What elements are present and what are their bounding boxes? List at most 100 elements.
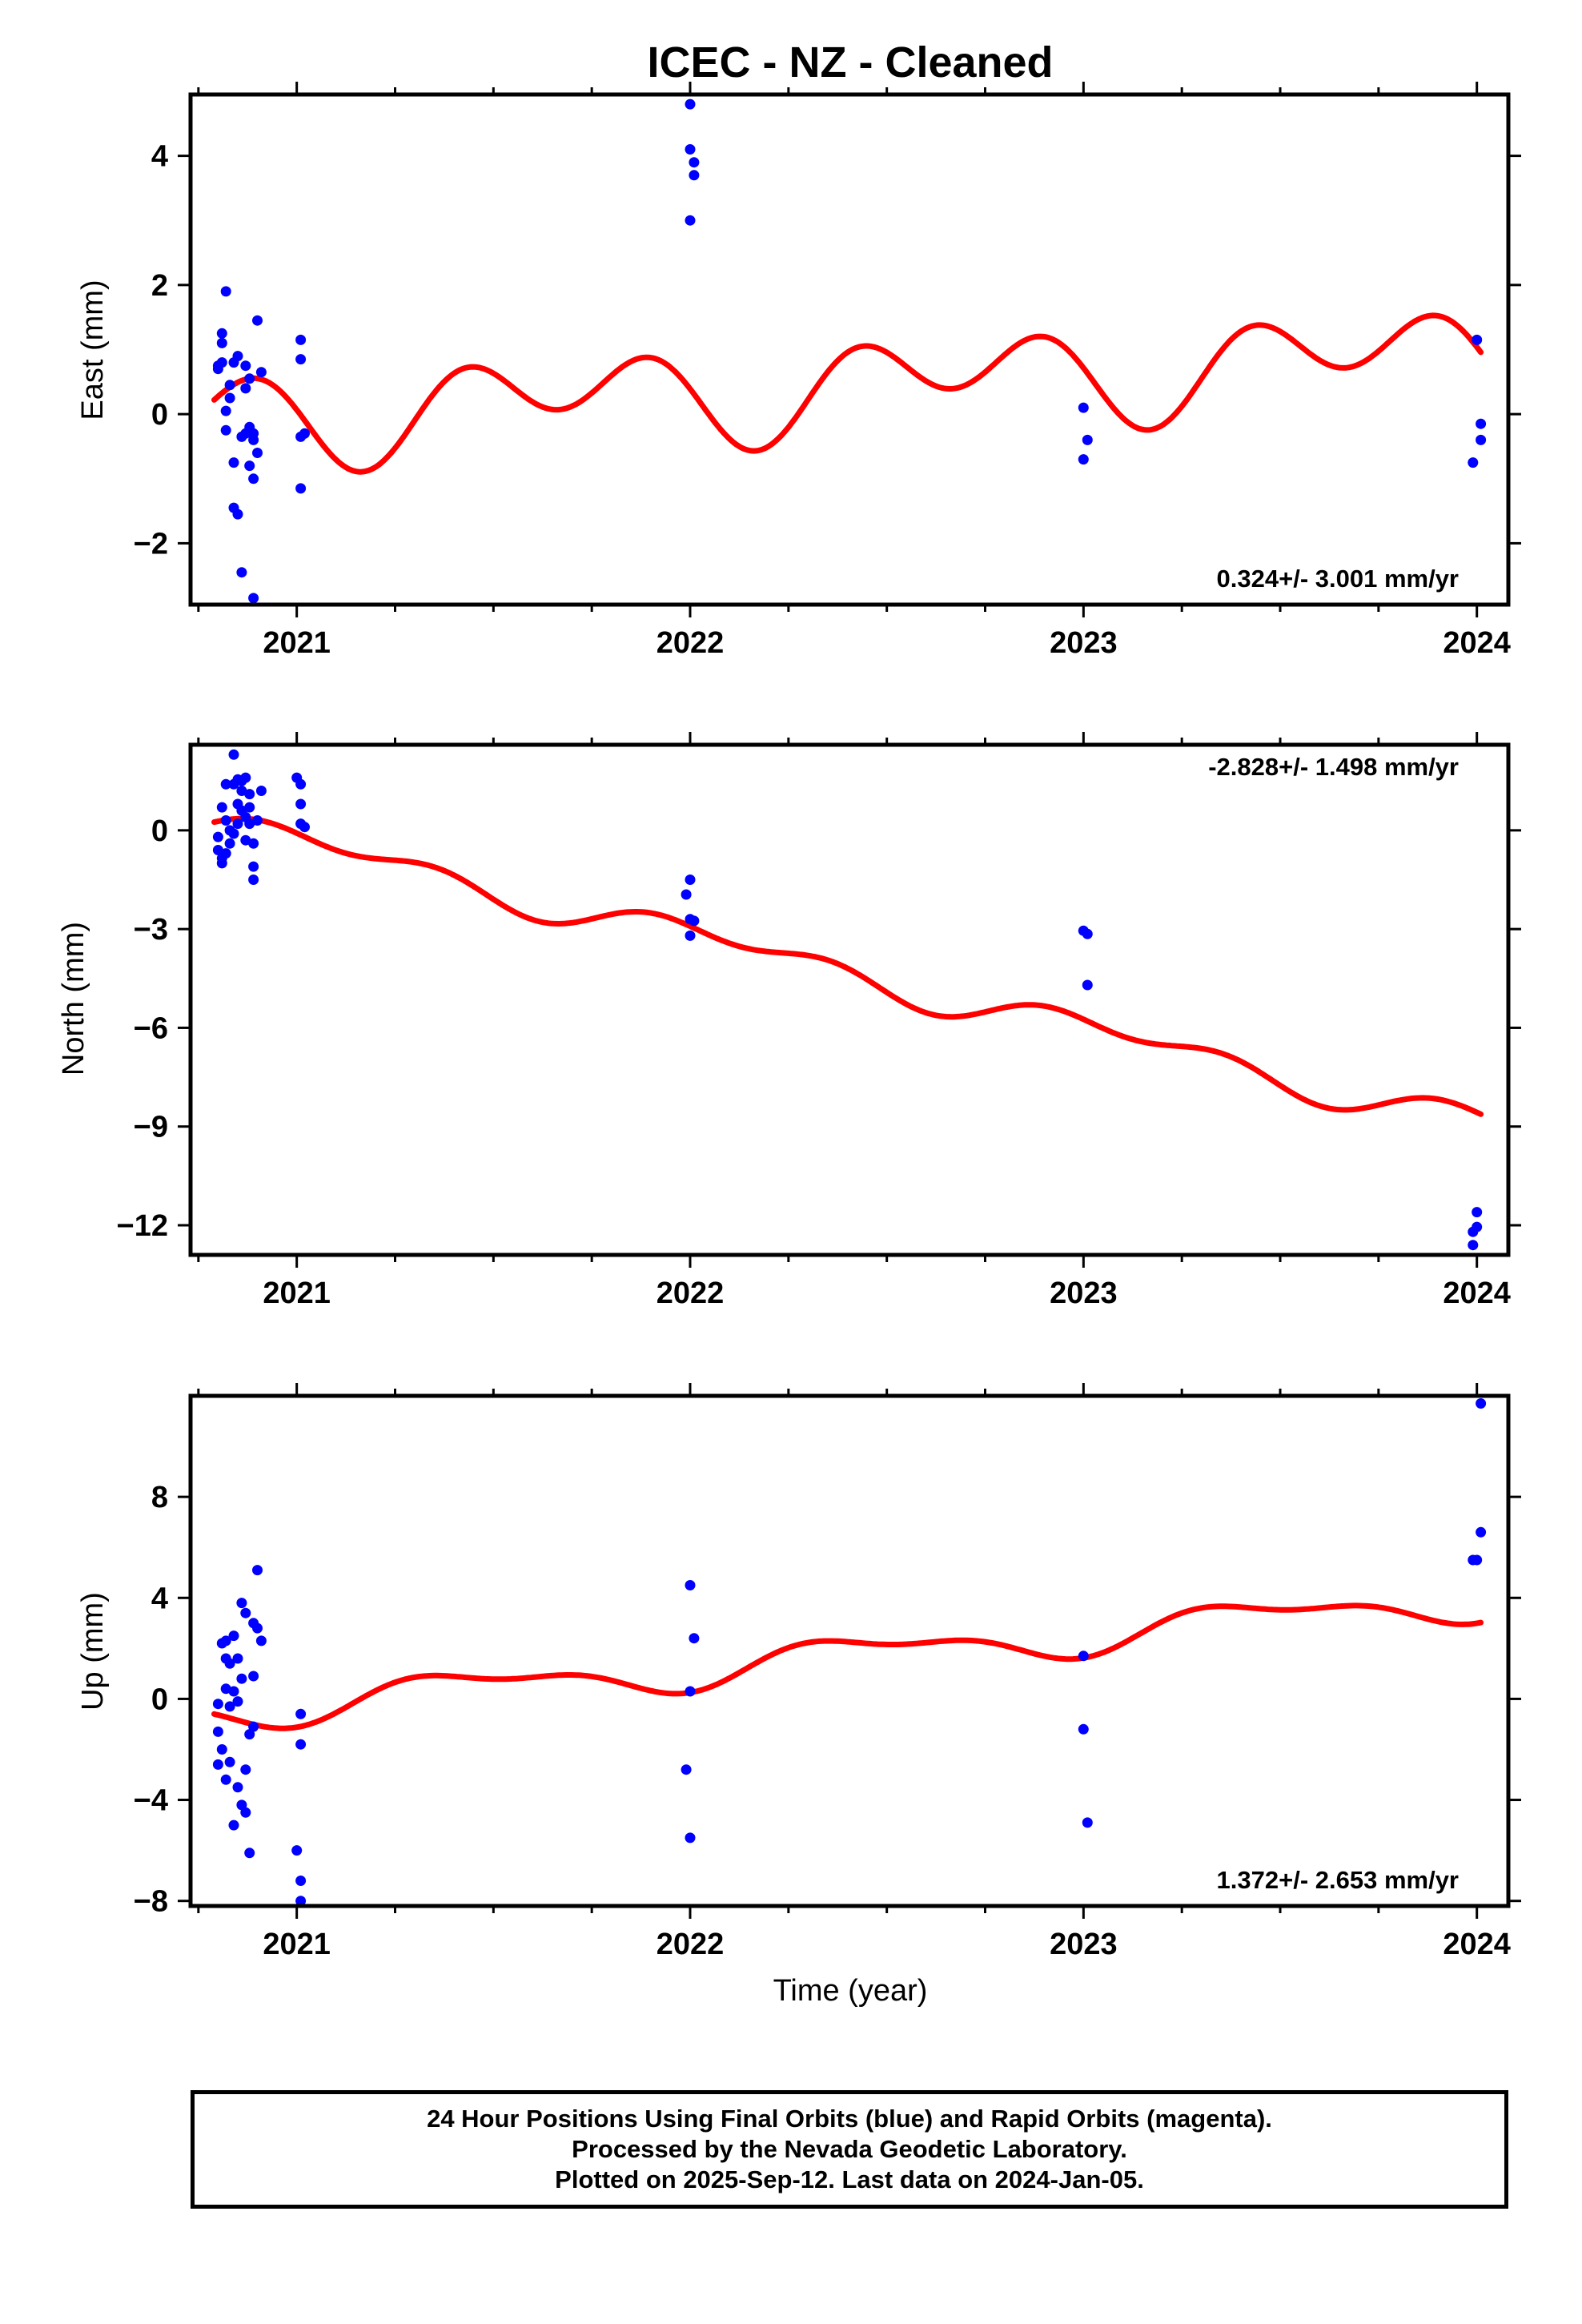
east-data-point [232, 351, 243, 362]
up-y-tick-label: 0 [151, 1683, 168, 1716]
footer-line-processed: Processed by the Nevada Geodetic Laborat… [572, 2135, 1127, 2163]
north-fit-layer [211, 815, 1484, 1117]
east-rate-label: 0.324+/- 3.001 mm/yr [1217, 565, 1459, 593]
north-data-point [232, 818, 243, 830]
north-data-point [689, 915, 700, 927]
east-data-point [1082, 434, 1093, 445]
up-data-point [240, 1764, 251, 1775]
east-data-point [685, 215, 696, 226]
east-data-point [232, 509, 243, 520]
east-data-point [1476, 434, 1487, 445]
footer-line-orbits: 24 Hour Positions Using Final Orbits (bl… [427, 2105, 1272, 2133]
up-y-tick-label: 4 [151, 1582, 168, 1615]
up-data-point [1468, 1554, 1479, 1566]
east-data-point [1078, 454, 1089, 465]
east-y-tick-label: 4 [151, 140, 168, 174]
east-x-tick-label: 2021 [263, 626, 331, 660]
north-data-point [1468, 1240, 1479, 1251]
up-data-point [291, 1845, 303, 1856]
up-data-point [224, 1658, 235, 1669]
up-y-tick-label: −4 [134, 1784, 168, 1818]
east-data-point [220, 286, 231, 297]
east-data-point [689, 170, 700, 181]
east-plot-frame [188, 92, 1511, 607]
east-data-point [1476, 418, 1487, 429]
north-data-point [248, 861, 259, 872]
north-plot-frame [188, 742, 1511, 1257]
up-plot-frame [188, 1393, 1511, 1908]
north-data-point [216, 802, 227, 813]
panel-north: North (mm) 2021 2022 2023 2024 −12 −9 −6 −3 0 -2… [57, 732, 1521, 1310]
north-data-point [236, 786, 247, 796]
north-data-point [244, 789, 255, 800]
north-data-point [224, 838, 235, 849]
up-data-point [1476, 1398, 1487, 1409]
up-data-point [212, 1699, 223, 1710]
up-data-point [1082, 1817, 1093, 1828]
up-data-point [1078, 1651, 1089, 1662]
up-data-point [216, 1744, 227, 1755]
north-y-tick-label: −6 [134, 1011, 168, 1045]
up-data-point [252, 1565, 263, 1576]
up-data-point [685, 1686, 696, 1697]
north-x-tick-label: 2023 [1050, 1277, 1118, 1310]
up-y-tick-label: −8 [134, 1885, 168, 1919]
north-data-point [212, 845, 223, 855]
east-data-point [1472, 334, 1483, 345]
north-x-tick-label: 2021 [263, 1277, 331, 1310]
up-data-point [295, 1739, 307, 1750]
east-data-point [689, 157, 700, 168]
east-fit-layer [211, 312, 1484, 475]
east-data-point [299, 428, 310, 439]
north-y-tick-label: −12 [117, 1209, 168, 1243]
east-data-point [255, 367, 267, 378]
up-x-tick-label: 2024 [1443, 1928, 1511, 1961]
panel-up: Up (mm) 2021 2022 2023 2024 −8 −4 0 4 8 1.372+/-… [76, 1383, 1521, 1961]
east-data-point [248, 428, 259, 439]
east-y-tick-label: 2 [151, 269, 168, 303]
east-data-point [240, 360, 251, 372]
north-x-tick-label: 2022 [656, 1277, 725, 1310]
up-data-point [240, 1607, 251, 1618]
east-data-point [248, 473, 259, 485]
north-data-point [295, 778, 307, 790]
east-data-point [295, 483, 307, 494]
north-x-tick-label: 2024 [1443, 1277, 1511, 1310]
east-x-tick-label: 2023 [1050, 626, 1118, 660]
up-data-point [236, 1598, 247, 1609]
up-data-point [236, 1673, 247, 1684]
up-data-point [685, 1580, 696, 1590]
east-data-point [252, 315, 263, 326]
footer-box: 24 Hour Positions Using Final Orbits (bl… [191, 2090, 1508, 2209]
east-data-point [216, 337, 227, 348]
up-data-point [224, 1701, 235, 1712]
north-data-point [240, 834, 251, 846]
east-data-point [216, 357, 227, 368]
north-data-point [240, 772, 251, 783]
north-data-point [244, 818, 255, 830]
east-model-curve [211, 312, 1484, 475]
north-data-point [228, 749, 239, 760]
up-data-point [1476, 1526, 1487, 1538]
north-data-point [228, 828, 239, 839]
east-data-point [1468, 457, 1479, 468]
north-data-point [220, 848, 231, 859]
north-data-point [212, 831, 223, 842]
north-y-tick-label: −3 [134, 913, 168, 947]
up-data-point [220, 1774, 231, 1785]
up-data-point [1078, 1723, 1089, 1735]
north-data-point [248, 875, 259, 885]
up-data-point [240, 1807, 251, 1818]
north-y-tick-label: −9 [134, 1111, 168, 1144]
north-y-axis-label: North (mm) [57, 922, 90, 1076]
north-data-point [1082, 979, 1093, 991]
up-data-point [295, 1708, 307, 1719]
panel-east: East (mm) 2021 2022 2023 2024 −2 0 2 4 0.324+/-… [76, 82, 1521, 660]
north-data-point [248, 838, 259, 849]
east-y-tick-label: 0 [151, 398, 168, 432]
east-data-point [244, 460, 255, 472]
east-data-point [240, 383, 251, 394]
up-data-point [248, 1671, 259, 1682]
up-y-axis-label: Up (mm) [76, 1592, 110, 1711]
